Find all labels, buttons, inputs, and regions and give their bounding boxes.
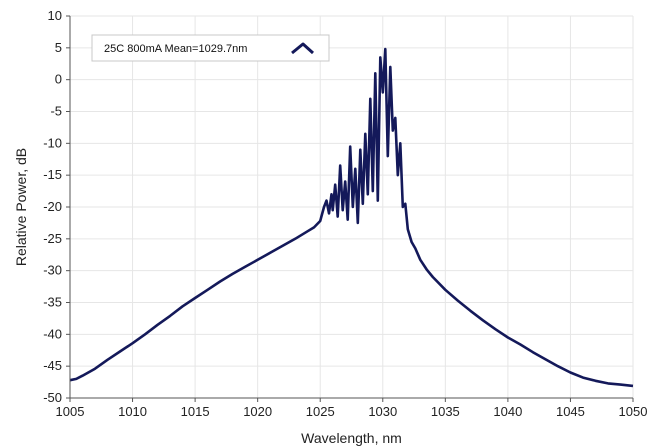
series-layer (69, 47, 634, 388)
legend-box (91, 34, 330, 62)
x-tick-label: 1005 (56, 404, 85, 419)
x-tick-label: 1010 (118, 404, 147, 419)
x-tick-label: 1015 (181, 404, 210, 419)
y-axis-label: Relative Power, dB (13, 148, 29, 266)
y-tick-label: -20 (43, 199, 62, 214)
legend: 25C 800mA Mean=1029.7nm (91, 34, 330, 62)
x-tick-label: 1040 (493, 404, 522, 419)
x-tick-label: 1050 (619, 404, 648, 419)
y-tick-label: -30 (43, 263, 62, 278)
y-tick-label: 5 (55, 40, 62, 55)
x-tick-label: 1025 (306, 404, 335, 419)
y-tick-label: -50 (43, 390, 62, 405)
y-tick-label: -5 (50, 104, 62, 119)
y-tick-label: -25 (43, 231, 62, 246)
y-tick-label: -45 (43, 358, 62, 373)
y-tick-label: -35 (43, 295, 62, 310)
y-tick-label: 0 (55, 72, 62, 87)
legend-swatch-line (291, 42, 315, 55)
y-axis-ticks: 10 5 0 -5 -10 -15 -20 -25 -30 -35 -40 -45 -50 (43, 8, 70, 405)
x-tick-label: 1020 (243, 404, 272, 419)
x-tick-label: 1030 (368, 404, 397, 419)
legend-label: 25C 800mA Mean=1029.7nm (104, 43, 247, 55)
y-tick-label: 10 (48, 8, 62, 23)
y-tick-label: -40 (43, 326, 62, 341)
series-line (69, 47, 634, 388)
y-tick-label: -10 (43, 135, 62, 150)
y-tick-label: -15 (43, 167, 62, 182)
x-axis-label: Wavelength, nm (301, 430, 402, 446)
x-axis-ticks: 1005 1010 1015 1020 1025 1030 1035 1040 1045 1050 (56, 398, 648, 419)
x-tick-label: 1035 (431, 404, 460, 419)
x-tick-label: 1045 (556, 404, 585, 419)
